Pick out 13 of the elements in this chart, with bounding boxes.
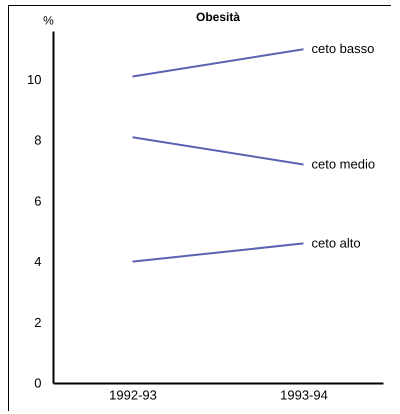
- y-tick-label: 0: [34, 376, 42, 390]
- y-tick-label: 10: [27, 72, 42, 88]
- y-axis-title: %: [43, 14, 54, 28]
- series-label: ceto medio: [311, 156, 376, 172]
- y-tick-label: 8: [34, 132, 42, 148]
- x-tick-label: 1993-94: [280, 388, 328, 402]
- series-label: ceto basso: [311, 41, 374, 56]
- y-tick-label: 4: [34, 254, 42, 270]
- series-label: ceto alto: [311, 235, 361, 250]
- y-tick-label: 6: [34, 193, 42, 208]
- x-tick-label: 1992-93: [109, 388, 157, 402]
- y-tick-label: 2: [34, 314, 42, 330]
- chart-title: Obesità: [196, 10, 240, 24]
